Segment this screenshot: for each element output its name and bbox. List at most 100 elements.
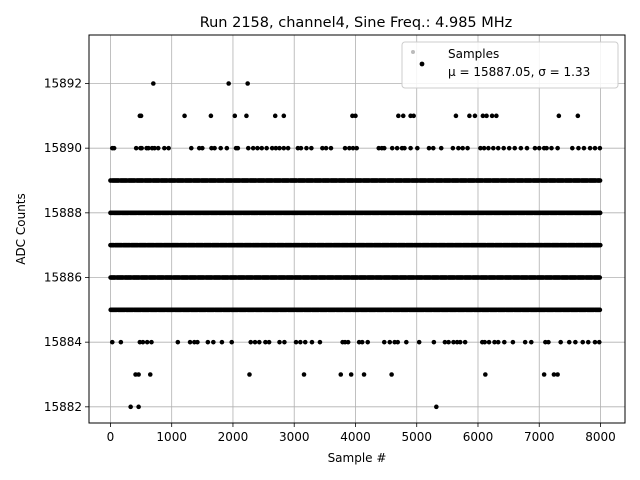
data-point	[482, 339, 488, 345]
data-point	[226, 81, 231, 86]
data-point	[478, 145, 483, 151]
data-point	[438, 145, 444, 151]
x-tick-label: 5000	[401, 430, 432, 444]
data-point	[263, 339, 268, 345]
data-point	[211, 339, 216, 345]
data-point	[281, 113, 287, 119]
data-point	[293, 339, 299, 345]
data-point	[247, 372, 252, 377]
data-point	[309, 145, 314, 151]
data-point	[456, 145, 461, 151]
data-point	[273, 145, 279, 151]
data-point	[575, 113, 581, 119]
data-point	[460, 145, 465, 151]
data-point	[219, 339, 225, 345]
data-point	[328, 145, 334, 151]
data-point	[495, 339, 501, 345]
data-point	[394, 145, 400, 151]
data-point	[415, 145, 420, 151]
data-point	[269, 145, 275, 151]
data-point	[272, 113, 278, 119]
data-point	[309, 339, 315, 345]
data-point	[323, 145, 329, 151]
legend-marker	[419, 61, 425, 67]
data-point	[555, 145, 560, 151]
data-point	[317, 339, 323, 345]
x-tick-label: 1000	[156, 430, 187, 444]
data-point	[501, 145, 507, 151]
data-point	[453, 113, 459, 119]
x-tick-label: 6000	[463, 430, 494, 444]
data-point	[389, 145, 395, 151]
data-point	[205, 339, 211, 345]
data-point	[585, 339, 591, 345]
data-point	[506, 145, 512, 151]
data-point	[348, 372, 354, 377]
data-point	[345, 339, 351, 345]
data-point	[528, 339, 534, 345]
y-tick-label: 15892	[44, 77, 82, 91]
data-point	[208, 113, 214, 119]
data-point	[502, 339, 507, 345]
data-point	[495, 145, 501, 151]
x-tick-label: 2000	[218, 430, 249, 444]
data-point	[402, 145, 407, 151]
data-point	[353, 113, 358, 119]
data-point	[442, 339, 448, 345]
data-point	[250, 145, 256, 151]
x-tick-label: 7000	[524, 430, 555, 444]
data-point	[189, 145, 194, 151]
data-point	[396, 113, 401, 119]
data-point	[277, 339, 282, 345]
data-point	[480, 113, 486, 119]
y-tick-label: 15882	[44, 400, 82, 414]
data-point	[140, 339, 146, 345]
data-point	[259, 145, 265, 151]
data-point	[359, 339, 365, 345]
data-point	[587, 145, 593, 151]
data-point	[434, 404, 439, 410]
data-point	[597, 210, 603, 216]
data-point	[354, 145, 359, 151]
data-point	[555, 372, 560, 377]
data-point	[536, 145, 542, 151]
plot-frame	[88, 34, 626, 424]
data-point	[430, 145, 436, 151]
data-point	[486, 339, 492, 345]
data-point	[549, 145, 554, 151]
data-point	[597, 307, 603, 313]
data-point	[149, 339, 154, 345]
y-tick-label: 15886	[44, 271, 82, 285]
y-axis-label: ADC Counts	[14, 193, 28, 265]
data-point	[264, 145, 269, 151]
data-point	[146, 145, 151, 151]
data-point	[486, 145, 491, 151]
data-point	[298, 339, 303, 345]
data-point	[136, 404, 141, 410]
data-point	[187, 339, 193, 345]
data-point	[597, 178, 603, 183]
data-point	[510, 339, 516, 345]
data-point	[492, 339, 497, 345]
data-point	[218, 145, 223, 151]
data-point	[387, 339, 393, 345]
data-point	[512, 145, 518, 151]
x-tick-label: 8000	[585, 430, 616, 444]
data-point	[426, 145, 432, 151]
data-point	[596, 339, 602, 345]
data-points	[108, 81, 603, 410]
legend-label-stats: μ = 15887.05, σ = 1.33	[448, 65, 590, 79]
data-point	[232, 113, 238, 119]
data-point	[400, 113, 406, 119]
data-point	[256, 339, 262, 345]
data-point	[558, 339, 563, 345]
data-point	[573, 339, 578, 345]
data-point	[491, 145, 496, 151]
legend-marker-faint	[411, 50, 415, 54]
y-tick-label: 15888	[44, 206, 82, 220]
data-point	[277, 145, 282, 151]
data-point	[244, 113, 249, 119]
data-point	[576, 145, 581, 151]
data-point	[451, 339, 456, 345]
